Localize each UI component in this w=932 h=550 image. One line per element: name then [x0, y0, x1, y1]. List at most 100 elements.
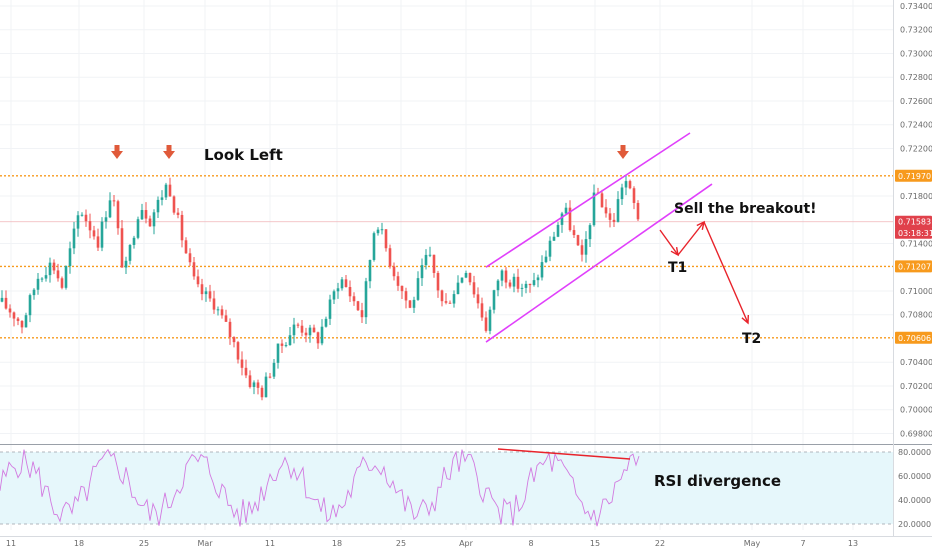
- candle-body: [488, 309, 492, 331]
- candle-body: [272, 362, 276, 377]
- candle-body: [244, 367, 248, 376]
- candle-body: [248, 375, 252, 387]
- projection-arrows: [659, 220, 750, 325]
- candle-body: [432, 254, 436, 273]
- candle-body: [128, 244, 132, 261]
- price-tick-label: 0.71400: [900, 239, 932, 248]
- candle-body: [452, 294, 456, 304]
- candle-body: [120, 228, 124, 268]
- candle-body: [476, 294, 480, 304]
- candle-body: [620, 187, 624, 200]
- candle-body: [436, 272, 440, 291]
- ascending-channel: [111, 132, 713, 343]
- candle-body: [580, 245, 584, 255]
- candle-body: [308, 327, 312, 336]
- candle-body: [32, 289, 36, 296]
- candle-body: [196, 276, 200, 285]
- candle-body: [116, 201, 120, 229]
- price-tick-label: 0.71800: [900, 192, 932, 201]
- candle-body: [284, 345, 288, 347]
- time-tick-label: 7: [800, 539, 805, 548]
- candle-body: [160, 197, 164, 200]
- candle-body: [388, 248, 392, 267]
- candle-body: [8, 308, 12, 313]
- candle-body: [256, 382, 260, 388]
- time-tick-label: 25: [139, 539, 149, 548]
- candle-body: [12, 312, 16, 319]
- candle-body: [344, 279, 348, 287]
- candle-body: [20, 320, 24, 328]
- candle-body: [536, 277, 540, 281]
- candle-body: [368, 259, 372, 282]
- time-tick-label: 11: [265, 539, 275, 548]
- candle-body: [48, 262, 52, 276]
- price-tick-label: 0.72800: [900, 73, 932, 82]
- candle-body: [520, 287, 524, 289]
- candle-body: [228, 321, 232, 338]
- time-tick-label: 13: [848, 539, 858, 548]
- candle-body: [504, 270, 508, 283]
- time-tick-label: 25: [396, 539, 406, 548]
- candle-body: [168, 184, 172, 197]
- time-tick-label: 15: [590, 539, 600, 548]
- look-left-label: Look Left: [204, 146, 283, 164]
- candle-body: [400, 285, 404, 292]
- candle-body: [40, 278, 44, 280]
- t2-label: T2: [742, 331, 761, 347]
- candle-body: [340, 279, 344, 289]
- sell-breakout-label: Sell the breakout!: [674, 201, 817, 217]
- candle-body: [24, 315, 28, 328]
- candle-body: [540, 262, 544, 278]
- candle-body: [372, 233, 376, 260]
- candle-body: [68, 248, 72, 267]
- candle-body: [156, 199, 160, 213]
- candle-body: [96, 236, 100, 248]
- candle-body: [508, 282, 512, 287]
- candle-body: [456, 282, 460, 295]
- candle-body: [316, 332, 320, 344]
- candle-body: [76, 215, 80, 229]
- candle-body: [184, 240, 188, 254]
- price-tick-label: 0.70000: [900, 406, 932, 415]
- candle-body: [496, 280, 500, 291]
- candle-body: [348, 287, 352, 297]
- price-tag-3: [895, 260, 932, 273]
- candle-body: [328, 299, 332, 319]
- candle-body: [464, 272, 468, 278]
- candle-body: [236, 342, 240, 360]
- candle-body: [472, 282, 476, 295]
- candle-body: [108, 200, 112, 218]
- candle-body: [320, 326, 324, 344]
- price-axis: 0.73400 0.73200 0.73000 0.72800 0.72600 0.724…: [895, 2, 932, 529]
- candle-body: [616, 199, 620, 222]
- candle-body: [288, 335, 292, 346]
- candle-body: [152, 212, 156, 227]
- price-tag-label: 0.71970: [898, 172, 931, 181]
- price-tag-label: 0.71207: [898, 262, 931, 271]
- candle-body: [212, 298, 216, 310]
- candle-body: [564, 207, 568, 214]
- top-marker-head-2: [617, 151, 629, 159]
- candle-body: [220, 309, 224, 316]
- candle-body: [584, 239, 588, 255]
- candle-body: [528, 283, 532, 286]
- candle-body: [56, 270, 60, 279]
- candle-body: [532, 280, 536, 286]
- candle-body: [636, 202, 640, 220]
- price-tag-2: [895, 226, 932, 239]
- candle-body: [352, 296, 356, 302]
- channel-upper-line: [485, 132, 691, 268]
- candle-body: [280, 343, 284, 346]
- price-tick-label: 0.72400: [900, 121, 932, 130]
- candle-body: [560, 213, 564, 225]
- t1-label: T1: [668, 260, 687, 276]
- candle-body: [600, 193, 604, 208]
- projection-arrow-1: [677, 221, 705, 256]
- time-tick-label: 22: [655, 539, 665, 548]
- candle-body: [312, 327, 316, 333]
- rsi-tick-label: 80.0000: [898, 448, 931, 457]
- rsi-tick-label: 40.0000: [898, 496, 931, 505]
- candle-body: [376, 229, 380, 234]
- price-tick-label: 0.70200: [900, 382, 932, 391]
